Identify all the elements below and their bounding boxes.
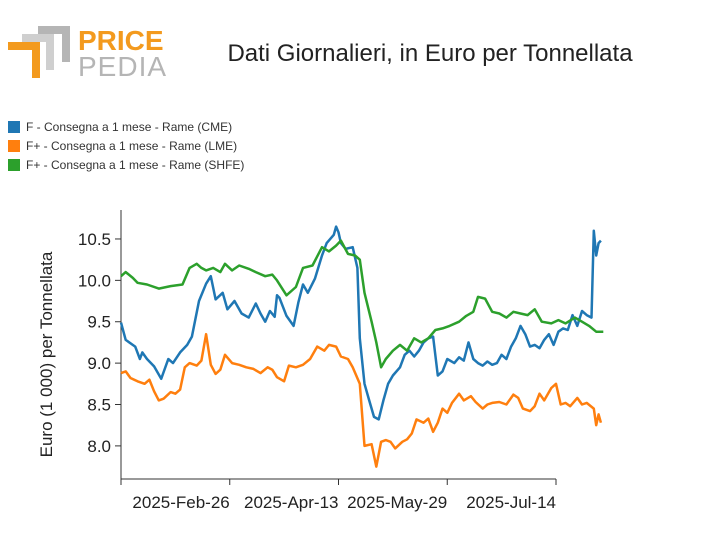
logo-gray-bracket (38, 26, 70, 62)
logo-orange-bracket (8, 42, 40, 78)
series-line-lme (120, 332, 603, 468)
legend-item-cme: F - Consegna a 1 mese - Rame (CME) (8, 117, 244, 136)
series-line-cme (119, 225, 602, 421)
logo-light-bracket (22, 34, 54, 70)
x-tick-label: 2025-Apr-13 (244, 493, 339, 512)
x-tick-label: 2025-Feb-26 (132, 493, 229, 512)
logo-mark: PRICE PEDIA (8, 25, 167, 82)
y-tick-label: 8.0 (87, 437, 111, 456)
y-tick-label: 9.0 (87, 354, 111, 373)
legend-swatch-cme (8, 120, 20, 133)
chart-legend: F - Consegna a 1 mese - Rame (CME) F+ - … (8, 117, 244, 174)
logo-word-pedia: PEDIA (78, 51, 167, 82)
legend-swatch-shfe (8, 158, 20, 171)
x-tick-label: 2025-May-29 (347, 493, 447, 512)
legend-swatch-lme (8, 139, 20, 152)
y-tick-label: 9.5 (87, 313, 111, 332)
y-tick-label: 10.0 (78, 271, 111, 290)
y-tick-label: 10.5 (78, 230, 111, 249)
legend-item-shfe: F+ - Consegna a 1 mese - Rame (SHFE) (8, 155, 244, 174)
y-axis-title: Euro (1 000) per Tonnellata (37, 251, 56, 457)
y-tick-label: 8.5 (87, 396, 111, 415)
pricepedia-logo: PRICE PEDIA (8, 20, 168, 92)
logo-word-price: PRICE (78, 25, 164, 56)
legend-label-cme: F - Consegna a 1 mese - Rame (CME) (26, 119, 233, 134)
legend-label-shfe: F+ - Consegna a 1 mese - Rame (SHFE) (26, 157, 245, 172)
legend-item-lme: F+ - Consegna a 1 mese - Rame (LME) (8, 136, 244, 155)
chart-title: Dati Giornalieri, in Euro per Tonnellata (227, 40, 633, 67)
legend-label-lme: F+ - Consegna a 1 mese - Rame (LME) (26, 138, 238, 153)
x-tick-label: 2025-Jul-14 (466, 493, 556, 512)
series-line-shfe (120, 239, 604, 369)
